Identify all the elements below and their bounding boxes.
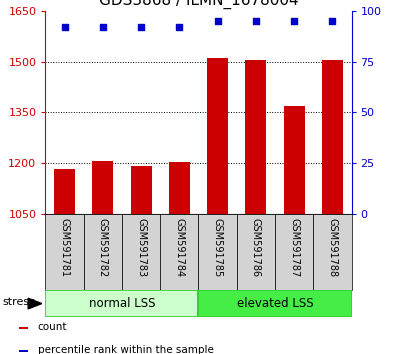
Bar	[54, 169, 75, 214]
Bar	[160, 214, 199, 290]
Bar	[45, 290, 199, 317]
Bar	[45, 214, 84, 290]
Bar	[199, 290, 352, 317]
Bar	[245, 61, 266, 214]
Text: count: count	[38, 322, 67, 332]
Bar	[207, 58, 228, 214]
Text: stress: stress	[2, 297, 35, 307]
Point	[100, 24, 106, 30]
Bar	[122, 214, 160, 290]
Text: GSM591782: GSM591782	[98, 218, 108, 277]
Text: elevated LSS: elevated LSS	[237, 297, 313, 310]
Bar	[275, 214, 313, 290]
Polygon shape	[28, 298, 42, 309]
Bar	[19, 350, 28, 352]
Bar	[19, 327, 28, 329]
Text: normal LSS: normal LSS	[89, 297, 155, 310]
Bar	[237, 214, 275, 290]
Bar	[199, 214, 237, 290]
Bar	[131, 166, 152, 214]
Text: GSM591785: GSM591785	[213, 218, 223, 277]
Title: GDS3868 / ILMN_1678004: GDS3868 / ILMN_1678004	[99, 0, 298, 9]
Point	[291, 18, 297, 24]
Point	[214, 18, 221, 24]
Text: GSM591787: GSM591787	[289, 218, 299, 277]
Text: GSM591783: GSM591783	[136, 218, 146, 277]
Text: GSM591781: GSM591781	[60, 218, 70, 277]
Text: percentile rank within the sample: percentile rank within the sample	[38, 346, 214, 354]
Bar	[284, 105, 305, 214]
Text: GSM591786: GSM591786	[251, 218, 261, 277]
Bar	[169, 161, 190, 214]
Point	[138, 24, 144, 30]
Text: GSM591784: GSM591784	[174, 218, 184, 277]
Point	[61, 24, 68, 30]
Bar	[92, 161, 113, 214]
Bar	[322, 61, 343, 214]
Point	[253, 18, 259, 24]
Point	[176, 24, 182, 30]
Text: GSM591788: GSM591788	[327, 218, 337, 277]
Bar	[84, 214, 122, 290]
Point	[329, 18, 336, 24]
Bar	[313, 214, 352, 290]
